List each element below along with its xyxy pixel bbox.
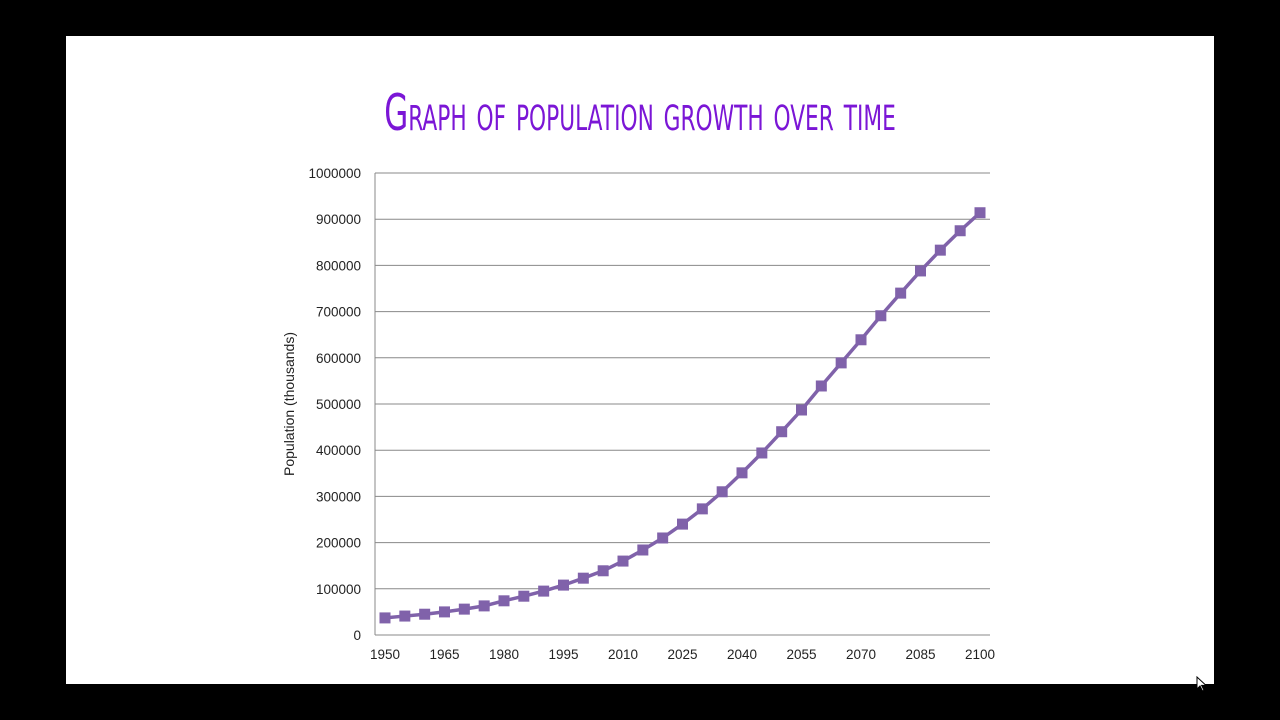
series-line bbox=[384, 211, 982, 620]
slide: Graph of population growth over time bbox=[66, 36, 1214, 684]
data-point-marker bbox=[637, 544, 649, 556]
y-tick-label: 500000 bbox=[316, 397, 361, 412]
data-point-marker bbox=[518, 590, 530, 602]
x-tick-label: 2085 bbox=[905, 647, 935, 662]
data-point-marker bbox=[815, 380, 827, 392]
gridlines bbox=[375, 172, 990, 636]
data-point-marker bbox=[974, 207, 986, 219]
data-point-marker bbox=[895, 287, 907, 299]
y-axis-tick-labels: 0 100000 200000 300000 400000 500000 600000 700… bbox=[308, 166, 361, 643]
y-tick-label: 400000 bbox=[316, 443, 361, 458]
x-tick-label: 1995 bbox=[548, 647, 578, 662]
data-point-marker bbox=[617, 555, 629, 567]
data-point-marker bbox=[558, 579, 569, 591]
data-point-marker bbox=[736, 467, 748, 479]
data-point-marker bbox=[439, 606, 450, 618]
data-point-marker bbox=[478, 600, 490, 612]
data-point-marker bbox=[875, 310, 887, 322]
x-tick-label: 2010 bbox=[608, 647, 638, 662]
data-point-marker bbox=[498, 595, 510, 607]
data-point-marker bbox=[597, 565, 609, 577]
data-point-marker bbox=[657, 532, 669, 544]
y-tick-label: 100000 bbox=[316, 582, 361, 597]
data-point-marker bbox=[458, 603, 470, 615]
data-point-marker bbox=[855, 334, 867, 346]
data-point-marker bbox=[756, 447, 768, 459]
y-tick-label: 1000000 bbox=[308, 166, 361, 181]
data-point-marker bbox=[915, 265, 926, 277]
y-tick-label: 200000 bbox=[316, 536, 361, 551]
data-point-marker bbox=[696, 503, 708, 515]
y-tick-label: 600000 bbox=[316, 351, 361, 366]
y-axis-label: Population (thousands) bbox=[281, 332, 297, 476]
data-point-marker bbox=[419, 608, 431, 620]
data-point-marker bbox=[954, 225, 966, 237]
y-tick-label: 0 bbox=[353, 628, 361, 643]
y-tick-label: 700000 bbox=[316, 305, 361, 320]
data-point-marker bbox=[677, 518, 688, 530]
mouse-cursor-icon bbox=[1196, 676, 1208, 692]
data-point-marker bbox=[399, 610, 411, 622]
data-point-marker bbox=[538, 585, 550, 597]
data-point-marker bbox=[379, 612, 391, 624]
x-tick-label: 1950 bbox=[370, 647, 400, 662]
x-tick-label: 2040 bbox=[727, 647, 757, 662]
data-point-marker bbox=[934, 244, 946, 256]
x-axis-tick-labels: 1950 1965 1980 1995 2010 2025 2040 2055 2070 2085… bbox=[370, 647, 995, 662]
x-tick-label: 1965 bbox=[429, 647, 459, 662]
x-tick-label: 2070 bbox=[846, 647, 876, 662]
data-point-marker bbox=[577, 572, 589, 584]
x-tick-label: 2100 bbox=[965, 647, 995, 662]
slide-title: Graph of population growth over time bbox=[384, 84, 896, 142]
x-tick-label: 2025 bbox=[667, 647, 697, 662]
data-point-marker bbox=[796, 404, 807, 416]
series-markers bbox=[379, 207, 986, 624]
y-tick-label: 300000 bbox=[316, 489, 361, 504]
x-tick-label: 1980 bbox=[489, 647, 519, 662]
y-tick-label: 800000 bbox=[316, 258, 361, 273]
data-point-marker bbox=[835, 357, 847, 369]
data-point-marker bbox=[716, 486, 728, 498]
data-point-marker bbox=[776, 426, 788, 438]
x-tick-label: 2055 bbox=[786, 647, 816, 662]
y-tick-label: 900000 bbox=[316, 212, 361, 227]
